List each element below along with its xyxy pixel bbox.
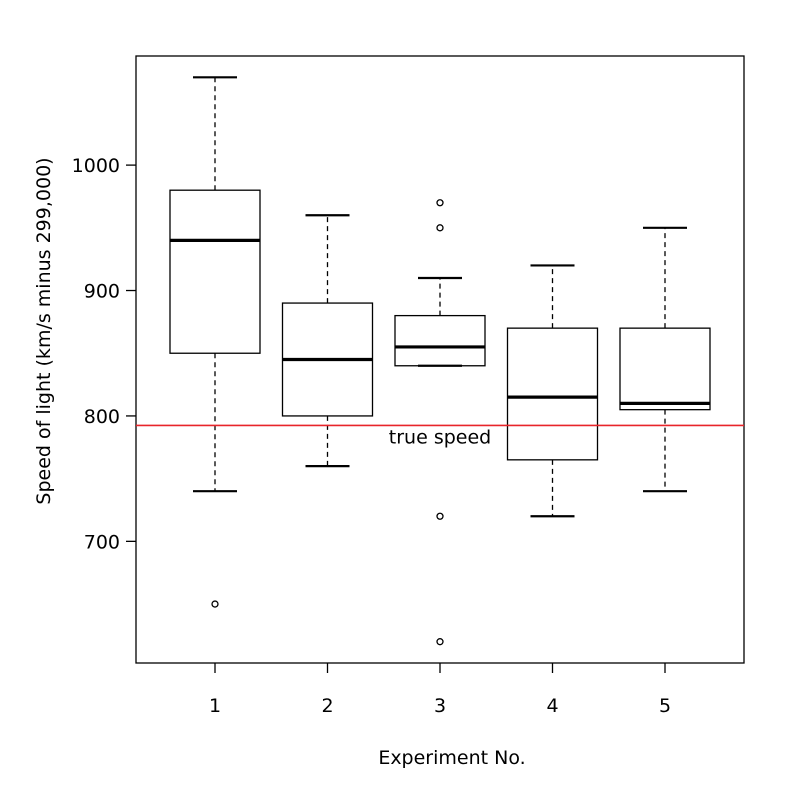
y-tick-label: 700 (84, 531, 120, 553)
y-axis-ticks: 700 800 900 1000 (72, 155, 136, 553)
x-tick-label: 2 (321, 695, 333, 717)
y-tick-label: 1000 (72, 155, 120, 177)
outlier-point (436, 638, 444, 646)
iqr-box (394, 314, 486, 367)
y-tick-label: 800 (84, 406, 120, 428)
box-group-5 (619, 226, 711, 493)
iqr-box (169, 189, 261, 354)
true-speed-label: true speed (389, 426, 491, 448)
box-group-2 (281, 214, 374, 468)
boxes-layer (169, 76, 711, 646)
x-tick-label: 3 (434, 695, 446, 717)
outlier-point (211, 600, 219, 608)
outlier-point (436, 199, 444, 207)
reference-layer: true speed (136, 424, 744, 448)
iqr-box (619, 327, 711, 411)
box-group-1 (169, 76, 261, 608)
x-axis-label: Experiment No. (378, 747, 525, 769)
y-axis-label: Speed of light (km/s minus 299,000) (33, 157, 55, 504)
iqr-box (506, 327, 599, 461)
y-tick-label: 900 (84, 281, 120, 303)
x-tick-label: 5 (659, 695, 671, 717)
box-group-3 (394, 199, 486, 646)
plot-frame (135, 55, 745, 664)
box-group-4 (506, 264, 599, 518)
x-axis-ticks: 1 2 3 4 5 (209, 663, 671, 717)
x-tick-label: 4 (546, 695, 558, 717)
x-tick-label: 1 (209, 695, 221, 717)
outlier-point (436, 512, 444, 520)
outlier-point (436, 224, 444, 232)
